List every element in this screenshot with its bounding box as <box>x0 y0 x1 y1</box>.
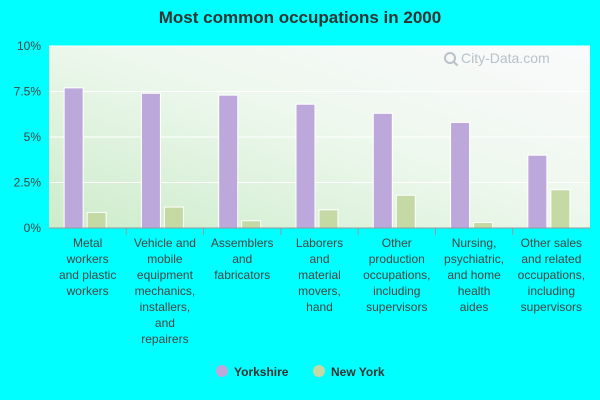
y-tick-label: 0% <box>24 221 42 235</box>
legend-swatch <box>313 365 325 377</box>
bar-new-york <box>395 194 416 229</box>
x-category-label: Metal workers and plastic workers <box>59 236 116 298</box>
x-category-label: Laborers and material movers, hand <box>296 236 343 314</box>
bar-new-york <box>318 209 339 229</box>
x-category-label: Other sales and related occupations, includ… <box>518 236 585 314</box>
bar-new-york <box>163 206 184 229</box>
bar-yorkshire <box>295 103 316 229</box>
bar-yorkshire <box>527 154 548 229</box>
legend-swatch <box>216 365 228 377</box>
chart-title: Most common occupations in 2000 <box>159 8 441 27</box>
watermark: City-Data.com <box>444 50 550 67</box>
watermark-text: City-Data.com <box>461 50 550 66</box>
y-tick-label: 10% <box>17 39 41 53</box>
bar-new-york <box>86 212 107 229</box>
y-tick-label: 5% <box>24 130 42 144</box>
x-category-label: Assemblers and fabricators <box>211 236 274 282</box>
x-category-label: Nursing, psychiatric, and home health aides <box>444 236 504 314</box>
bar-new-york <box>473 222 494 229</box>
legend-item-yorkshire: Yorkshire <box>216 365 289 379</box>
legend-item-new-york: New York <box>313 365 385 379</box>
bar-new-york <box>241 220 262 229</box>
bar-yorkshire <box>450 121 471 229</box>
x-category-label: Vehicle and mobile equipment mechanics, inst… <box>134 236 196 346</box>
bar-new-york <box>550 189 571 229</box>
bar-yorkshire <box>140 92 161 229</box>
legend-label: Yorkshire <box>234 365 289 379</box>
bar-yorkshire <box>372 112 393 229</box>
bar-yorkshire <box>63 87 84 229</box>
legend-label: New York <box>331 365 385 379</box>
x-category-label: Other production occupations, including supe… <box>363 236 430 314</box>
y-tick-label: 2.5% <box>14 176 42 190</box>
y-tick-label: 7.5% <box>14 85 42 99</box>
bar-yorkshire <box>218 94 239 229</box>
